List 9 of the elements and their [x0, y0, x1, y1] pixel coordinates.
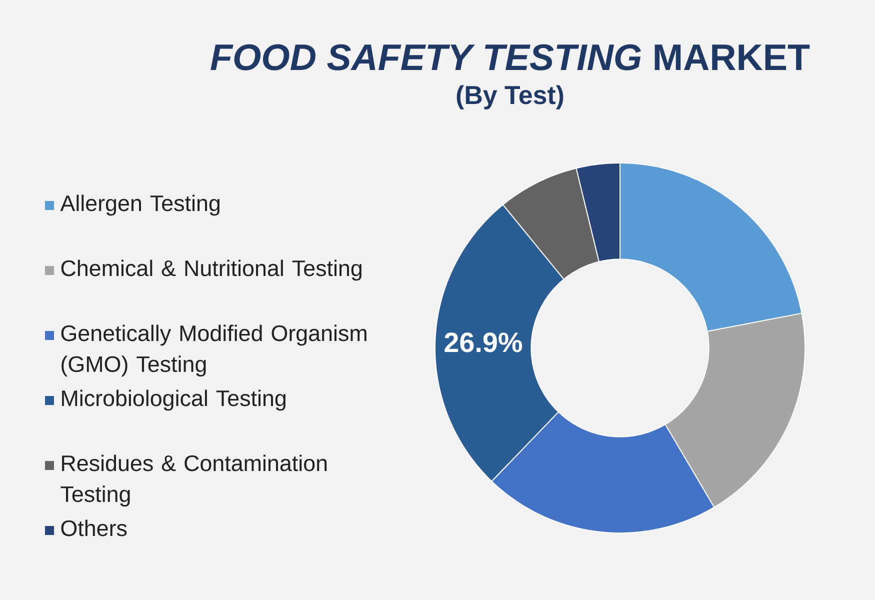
chart-subtitle: (By Test) [456, 85, 564, 110]
legend-label: Allergen Testing [60, 194, 220, 216]
legend-label: Chemical & Nutritional Testing [61, 260, 362, 281]
legend-label: Residues & Contamination Testing [60, 454, 327, 507]
chart-title: FOOD SAFETY TESTING MARKET [210, 44, 810, 70]
data-label: 26.9% [444, 332, 522, 352]
legend-label: Microbiological Testing [62, 390, 286, 411]
legend-label: Genetically Modified Organism (GMO) Testing [61, 324, 366, 377]
legend-label: Others [61, 520, 127, 536]
